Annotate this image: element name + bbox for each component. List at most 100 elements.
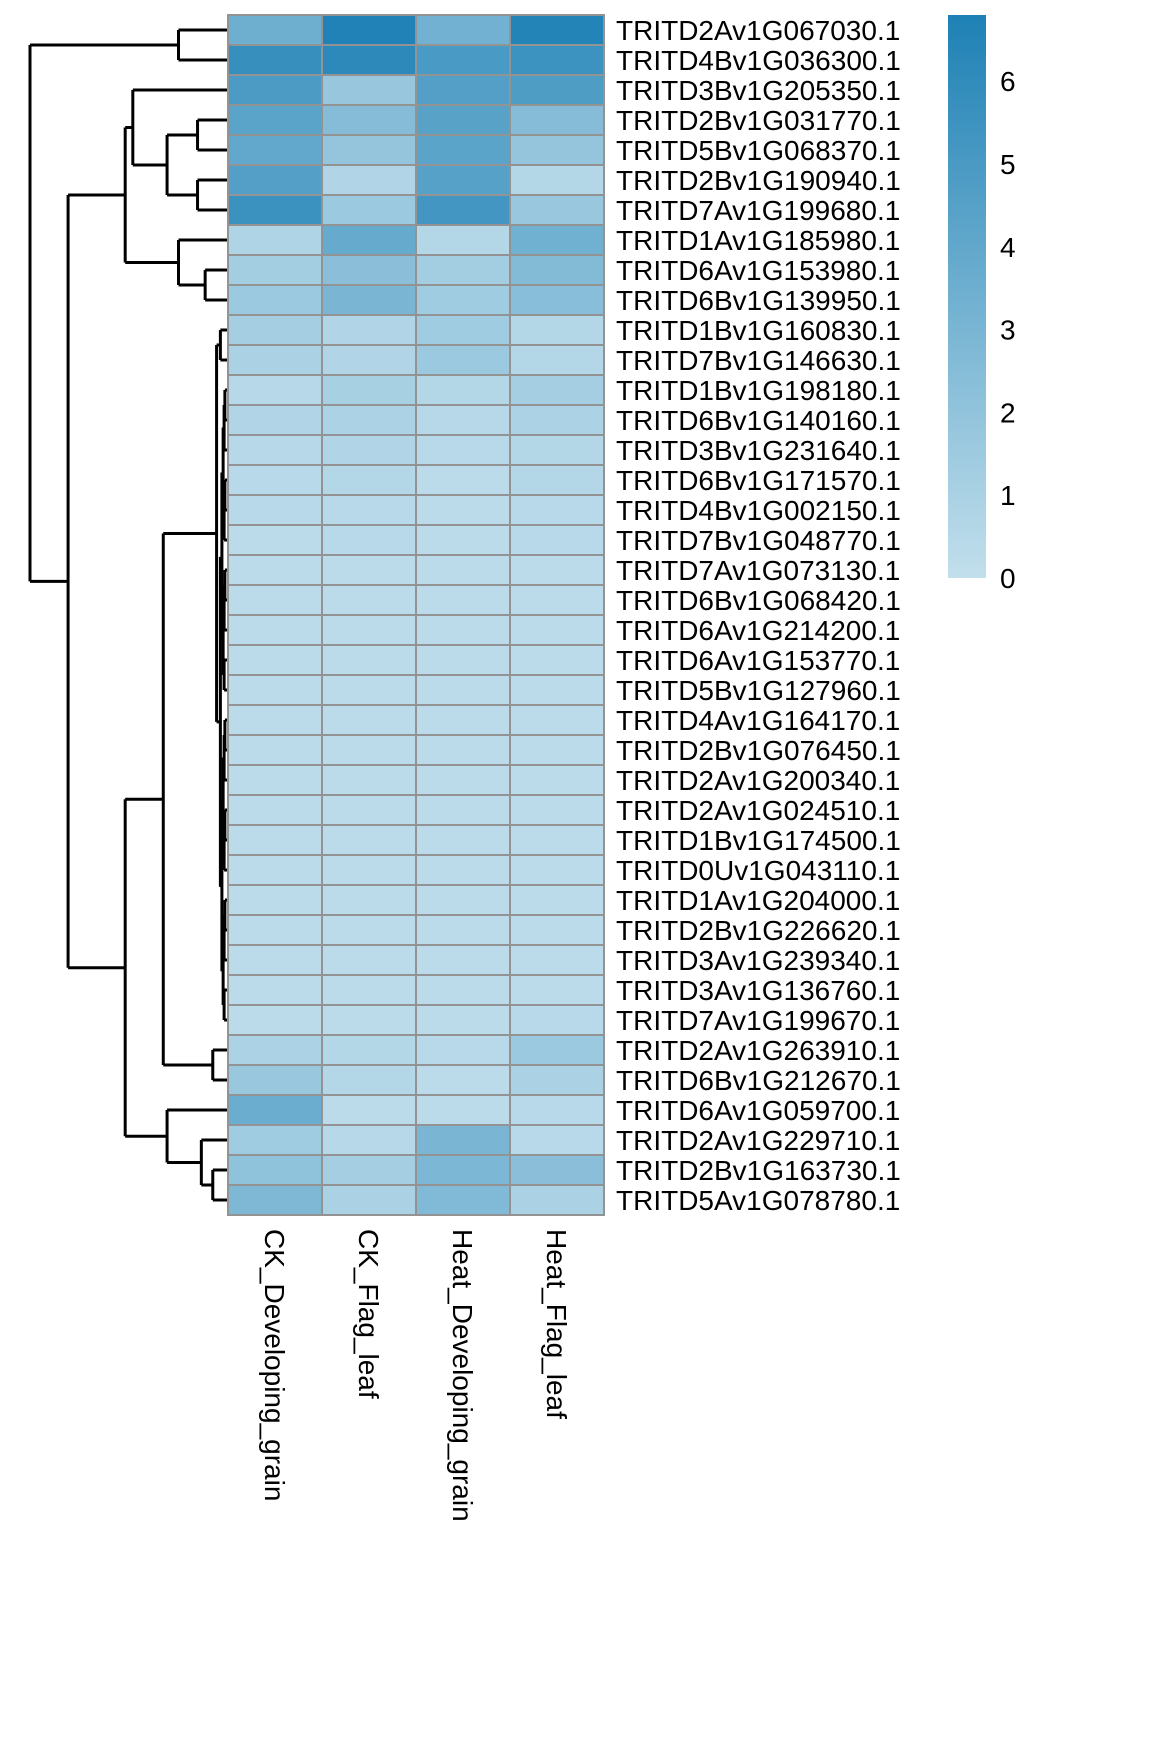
heatmap-cell <box>321 704 417 736</box>
heatmap-cell <box>509 254 605 286</box>
heatmap-cell <box>415 1154 511 1186</box>
heatmap-cell <box>227 974 323 1006</box>
heatmap-cell <box>415 1004 511 1036</box>
heatmap-cell <box>509 74 605 106</box>
heatmap-cell <box>509 374 605 406</box>
row-label: TRITD6Bv1G212670.1 <box>616 1065 901 1096</box>
row-labels: TRITD2Av1G067030.1TRITD4Bv1G036300.1TRIT… <box>616 15 901 1216</box>
heatmap-cell <box>415 314 511 346</box>
row-label: TRITD6Av1G059700.1 <box>616 1095 900 1126</box>
heatmap-cells <box>227 14 605 1216</box>
heatmap-cell <box>509 944 605 976</box>
heatmap-cell <box>415 944 511 976</box>
heatmap-cell <box>509 644 605 676</box>
row-label: TRITD7Bv1G048770.1 <box>616 525 901 556</box>
heatmap-cell <box>509 584 605 616</box>
heatmap-cell <box>321 1064 417 1096</box>
heatmap-cell <box>509 104 605 136</box>
heatmap-cell <box>509 854 605 886</box>
legend-tick-label: 0 <box>1000 563 1016 594</box>
heatmap-cell <box>321 1004 417 1036</box>
heatmap-cell <box>227 14 323 46</box>
heatmap-cell <box>415 824 511 856</box>
heatmap-cell <box>321 134 417 166</box>
heatmap-cell <box>509 554 605 586</box>
heatmap-cell <box>321 914 417 946</box>
row-label: TRITD2Av1G024510.1 <box>616 795 900 826</box>
heatmap-cell <box>415 194 511 226</box>
heatmap-cell <box>415 104 511 136</box>
heatmap-cell <box>509 1124 605 1156</box>
row-label: TRITD2Bv1G031770.1 <box>616 105 901 136</box>
heatmap-cell <box>321 734 417 766</box>
heatmap-cell <box>321 614 417 646</box>
row-label: TRITD2Bv1G076450.1 <box>616 735 901 766</box>
heatmap-cell <box>227 1064 323 1096</box>
heatmap-cell <box>509 464 605 496</box>
heatmap-cell <box>509 1064 605 1096</box>
heatmap-cell <box>415 224 511 256</box>
heatmap-cell <box>227 794 323 826</box>
heatmap-cell <box>321 554 417 586</box>
heatmap-cell <box>415 74 511 106</box>
legend-tick-label: 4 <box>1000 232 1016 263</box>
row-label: TRITD3Av1G239340.1 <box>616 945 900 976</box>
heatmap-cell <box>227 44 323 76</box>
heatmap-cell <box>321 164 417 196</box>
heatmap-cell <box>509 134 605 166</box>
heatmap-cell <box>509 284 605 316</box>
heatmap-cell <box>227 104 323 136</box>
heatmap-cell <box>415 884 511 916</box>
heatmap-cell <box>227 824 323 856</box>
column-label: CK_Flag_leaf <box>353 1229 384 1399</box>
heatmap-cell <box>415 914 511 946</box>
heatmap-cell <box>227 914 323 946</box>
heatmap-cell <box>227 374 323 406</box>
row-label: TRITD6Bv1G171570.1 <box>616 465 901 496</box>
legend-tick-label: 6 <box>1000 66 1016 97</box>
legend-tick-label: 5 <box>1000 149 1016 180</box>
heatmap-cell <box>227 254 323 286</box>
heatmap-cell <box>227 224 323 256</box>
heatmap-cell <box>509 224 605 256</box>
heatmap-cell <box>415 794 511 826</box>
heatmap-cell <box>415 254 511 286</box>
row-label: TRITD4Bv1G036300.1 <box>616 45 901 76</box>
heatmap-cell <box>227 314 323 346</box>
heatmap-cell <box>321 224 417 256</box>
heatmap-cell <box>509 164 605 196</box>
heatmap-cell <box>509 1184 605 1216</box>
row-label: TRITD2Av1G200340.1 <box>616 765 900 796</box>
row-label: TRITD4Bv1G002150.1 <box>616 495 901 526</box>
color-legend: 0 1 2 3 4 5 6 <box>948 15 1016 594</box>
heatmap-cell <box>415 1034 511 1066</box>
row-label: TRITD1Bv1G174500.1 <box>616 825 901 856</box>
heatmap-cell <box>509 44 605 76</box>
heatmap-cell <box>227 134 323 166</box>
heatmap-cell <box>321 794 417 826</box>
heatmap-cell <box>321 404 417 436</box>
heatmap-cell <box>227 674 323 706</box>
heatmap-cell <box>415 974 511 1006</box>
heatmap-cell <box>321 284 417 316</box>
heatmap-cell <box>227 1034 323 1066</box>
heatmap-cell <box>227 1094 323 1126</box>
row-label: TRITD4Av1G164170.1 <box>616 705 900 736</box>
heatmap-cell <box>227 884 323 916</box>
row-label: TRITD5Av1G078780.1 <box>616 1185 900 1216</box>
heatmap-cell <box>321 44 417 76</box>
row-label: TRITD2Bv1G163730.1 <box>616 1155 901 1186</box>
heatmap-cell <box>321 884 417 916</box>
heatmap-cell <box>227 704 323 736</box>
heatmap-cell <box>227 1184 323 1216</box>
heatmap-cell <box>321 1154 417 1186</box>
row-label: TRITD3Av1G136760.1 <box>616 975 900 1006</box>
row-label: TRITD1Av1G185980.1 <box>616 225 900 256</box>
heatmap-cell <box>415 404 511 436</box>
heatmap-cell <box>227 764 323 796</box>
heatmap-cell <box>509 734 605 766</box>
legend-color-bar <box>948 15 986 578</box>
heatmap-cell <box>321 434 417 466</box>
heatmap-cell <box>227 344 323 376</box>
